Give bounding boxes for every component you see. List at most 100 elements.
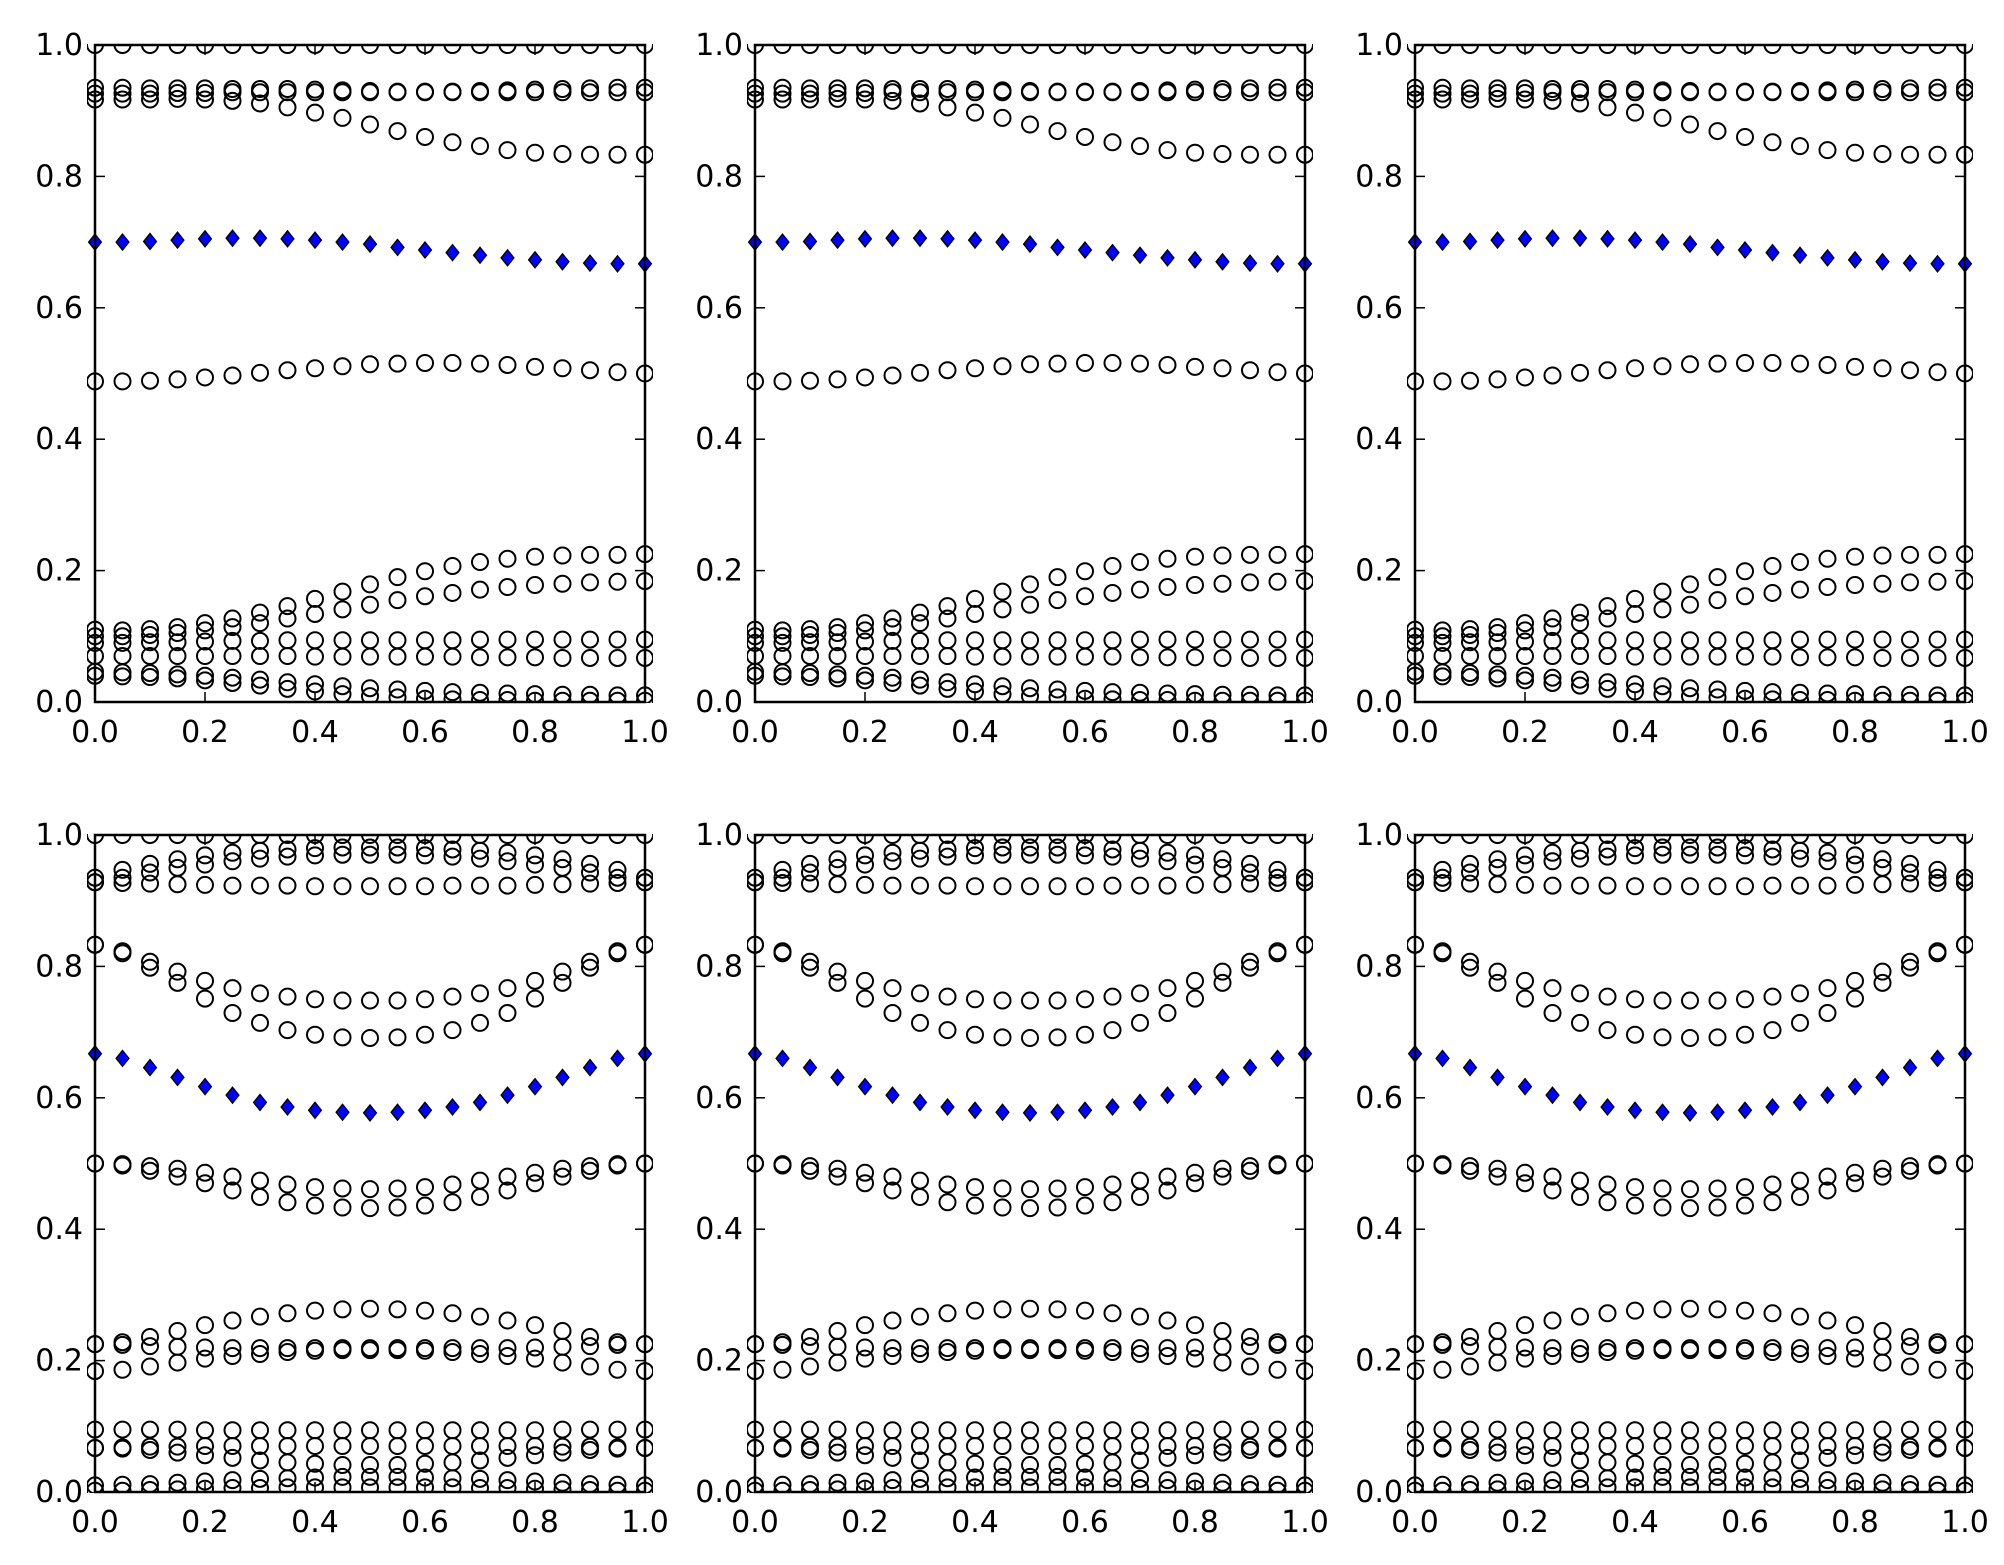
data-point [113, 90, 132, 109]
data-point [1818, 1471, 1837, 1490]
data-point [1021, 647, 1039, 666]
data-point [1626, 1196, 1644, 1215]
data-point [113, 860, 132, 879]
data-point [911, 94, 929, 113]
series-highlighted [87, 229, 653, 273]
data-point [911, 1339, 929, 1358]
data-point [1461, 371, 1479, 390]
data-point [196, 1472, 214, 1491]
data-point [223, 668, 242, 687]
data-point [361, 1467, 379, 1486]
data-point [196, 614, 214, 633]
data-point [828, 79, 847, 98]
data-point-diamond [472, 246, 488, 265]
data-point [498, 1167, 517, 1186]
data-point [498, 648, 517, 667]
data-point [883, 1471, 902, 1490]
data-point [1076, 562, 1094, 581]
data-point [1543, 843, 1562, 862]
data-point [856, 1437, 874, 1456]
data-point [416, 681, 434, 700]
data-point [608, 1439, 627, 1458]
data-point [1268, 78, 1287, 97]
data-point [856, 621, 874, 640]
data-point [993, 1300, 1012, 1319]
data-point [1928, 1420, 1947, 1439]
data-point [1186, 1349, 1204, 1368]
data-point-diamond [582, 254, 598, 273]
data-point [1791, 1469, 1809, 1488]
data-point [1653, 877, 1672, 896]
data-point [1763, 876, 1782, 895]
data-point [443, 847, 462, 866]
data-point [1708, 877, 1727, 896]
data-point [1901, 958, 1919, 977]
data-point [1736, 1478, 1754, 1493]
data-point [1736, 877, 1754, 896]
data-point [1791, 1339, 1809, 1358]
data-point [1048, 354, 1067, 373]
plot-area [755, 835, 1305, 1492]
data-point-diamond [307, 231, 323, 250]
data-point [1846, 1472, 1864, 1491]
y-tick-label: 0.2 [695, 1344, 743, 1379]
data-point [801, 863, 819, 882]
data-point [1268, 572, 1287, 591]
data-point [333, 1300, 352, 1319]
x-tick-label: 1.0 [621, 715, 669, 750]
data-point [498, 1339, 517, 1358]
data-point [1791, 691, 1809, 703]
data-point [388, 1437, 407, 1456]
data-point [1186, 1174, 1204, 1193]
data-point [1901, 145, 1919, 164]
series-10 [747, 1341, 1313, 1381]
data-point [1873, 83, 1892, 102]
y-tick-label: 1.0 [35, 818, 83, 853]
data-point [1873, 875, 1892, 894]
data-point [1131, 354, 1149, 373]
data-point [966, 846, 984, 865]
data-point-diamond [1270, 254, 1285, 273]
subplot-bottom-left: 0.0 0.2 0.4 0.6 0.8 1.0 0.0 0.2 0.4 0.6 0.8 1.0 [35, 818, 669, 1540]
data-point [1461, 79, 1479, 98]
data-point [911, 1479, 929, 1493]
data-point-diamond [142, 232, 158, 251]
data-point [1103, 1193, 1122, 1212]
data-point [1516, 875, 1534, 894]
subplot-top-right: 0.0 0.2 0.4 0.6 0.8 1.0 0.0 0.2 0.4 0.6 0.8 1.0 [1355, 28, 1989, 750]
data-point [1543, 647, 1562, 666]
data-point [1763, 1469, 1782, 1488]
data-point [1461, 1327, 1479, 1346]
data-point [1076, 1301, 1094, 1320]
data-point [1928, 1360, 1947, 1379]
data-point [1268, 363, 1287, 382]
data-point [333, 838, 352, 857]
data-point [306, 877, 324, 896]
data-point [993, 1478, 1012, 1493]
data-point [113, 372, 132, 391]
data-point [993, 1028, 1012, 1047]
series-8 [747, 647, 1313, 667]
x-tick-label: 0.6 [1721, 1505, 1769, 1540]
data-point-diamond [1875, 1068, 1890, 1087]
data-point [938, 673, 957, 692]
x-tick-label: 0.0 [1391, 715, 1439, 750]
data-point [361, 83, 379, 102]
series-3 [747, 873, 1313, 896]
data-point [1213, 1420, 1232, 1439]
data-point [1928, 1335, 1947, 1354]
x-tick-label: 1.0 [621, 1505, 669, 1540]
data-point [1131, 841, 1149, 860]
data-point [966, 1437, 984, 1456]
data-point [1818, 1347, 1837, 1365]
data-point [388, 591, 407, 610]
data-point-diamond [362, 1103, 378, 1122]
data-point [1626, 1178, 1644, 1197]
data-point [1241, 145, 1259, 164]
data-point-diamond [252, 1093, 268, 1112]
data-point [1901, 361, 1919, 380]
data-point [1681, 1341, 1699, 1360]
data-point [443, 840, 462, 859]
data-point [141, 633, 159, 652]
data-point [1021, 687, 1039, 703]
